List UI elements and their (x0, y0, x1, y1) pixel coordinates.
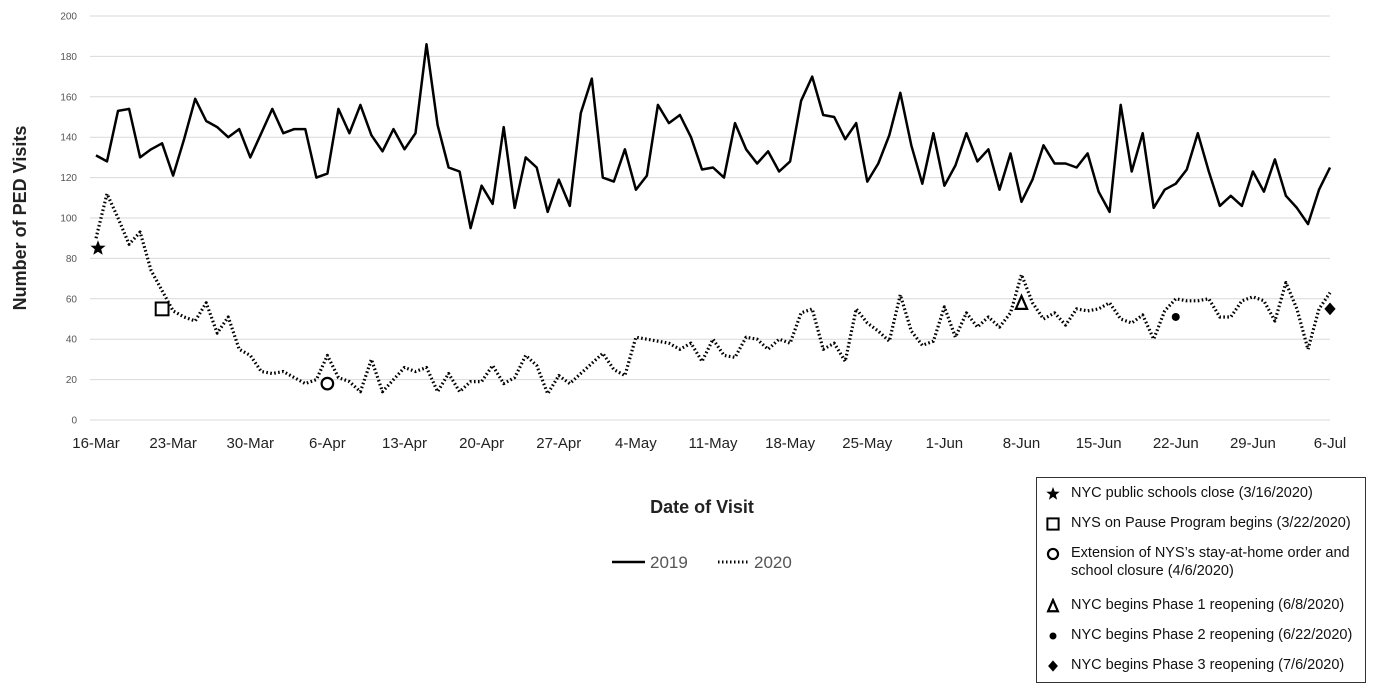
y-tick-label: 100 (60, 214, 77, 225)
x-tick-label: 6-Jul (1314, 435, 1347, 452)
x-tick-label: 25-May (842, 435, 893, 452)
x-tick-label: 11-May (689, 435, 738, 452)
star-icon (1046, 487, 1060, 500)
x-tick-label: 8-Jun (1003, 435, 1041, 452)
y-axis-title: Number of PED Visits (10, 126, 30, 311)
y-tick-label: 120 (60, 173, 77, 184)
series-line-2019 (95, 43, 1332, 230)
x-tick-label: 20-Apr (459, 435, 504, 452)
filled-circle-icon (1049, 632, 1057, 640)
open-square-icon (1046, 517, 1060, 531)
y-axis-ticks: 0 20 40 60 80 100 120 140 160 180 200 (60, 12, 77, 427)
x-tick-label: 27-Apr (536, 435, 581, 452)
x-axis-ticks: 16-Mar 23-Mar 30-Mar 6-Apr 13-Apr 20-Apr 27-Ap… (72, 435, 1346, 452)
y-tick-label: 0 (71, 416, 77, 427)
gridlines (90, 15, 1330, 421)
y-tick-label: 160 (60, 92, 77, 103)
y-tick-label: 180 (60, 52, 77, 63)
open-circle-icon (1046, 547, 1060, 561)
open-triangle-icon (1014, 293, 1029, 310)
open-circle-icon (320, 376, 335, 391)
x-tick-label: 4-May (615, 435, 657, 452)
x-tick-label: 23-Mar (149, 435, 197, 452)
event-legend-text: NYC public schools close (3/16/2020) (1071, 485, 1313, 501)
y-tick-label: 60 (66, 294, 78, 305)
y-tick-label: 80 (66, 254, 78, 265)
x-tick-label: 18-May (765, 435, 816, 452)
series-legend: 2019 2020 (612, 553, 792, 572)
y-tick-label: 20 (66, 375, 78, 386)
x-axis-title: Date of Visit (650, 497, 754, 517)
filled-diamond-icon (1048, 660, 1058, 672)
event-legend-text: NYC begins Phase 1 reopening (6/8/2020) (1071, 597, 1345, 613)
open-circle-icon (1046, 547, 1060, 561)
event-legend-text: NYS on Pause Program begins (3/22/2020) (1071, 515, 1351, 531)
x-tick-label: 22-Jun (1153, 435, 1199, 452)
x-tick-label: 16-Mar (72, 435, 120, 452)
y-tick-label: 40 (66, 335, 78, 346)
open-square-icon (154, 301, 170, 317)
event-markers (90, 240, 1336, 391)
legend-label-2019: 2019 (650, 553, 688, 572)
filled-circle-icon (1049, 632, 1057, 640)
legend-label-2020: 2020 (754, 553, 792, 572)
x-tick-label: 6-Apr (309, 435, 346, 452)
x-tick-label: 29-Jun (1230, 435, 1276, 452)
x-tick-label: 13-Apr (382, 435, 427, 452)
event-legend-text: NYC begins Phase 2 reopening (6/22/2020) (1071, 627, 1353, 643)
series-lines (94, 43, 1332, 396)
filled-diamond-icon (1048, 660, 1058, 672)
x-tick-label: 30-Mar (226, 435, 274, 452)
open-triangle-icon (1046, 598, 1060, 613)
filled-circle-icon (1171, 312, 1180, 321)
event-legend-text: Extension of NYS’s stay-at-home order an… (1071, 545, 1350, 579)
x-tick-label: 15-Jun (1076, 435, 1122, 452)
x-tick-label: 1-Jun (926, 435, 964, 452)
y-tick-label: 140 (60, 133, 77, 144)
series-line-2020 (94, 192, 1332, 396)
star-icon (90, 240, 106, 255)
y-tick-label: 200 (60, 12, 77, 23)
star-icon (1046, 487, 1060, 500)
open-square-icon (1046, 517, 1060, 531)
filled-diamond-icon (1324, 302, 1336, 316)
event-legend-text: NYC begins Phase 3 reopening (7/6/2020) (1071, 657, 1345, 673)
open-triangle-icon (1046, 598, 1060, 613)
events-legend: NYC public schools close (3/16/2020) NYS … (1036, 477, 1366, 683)
